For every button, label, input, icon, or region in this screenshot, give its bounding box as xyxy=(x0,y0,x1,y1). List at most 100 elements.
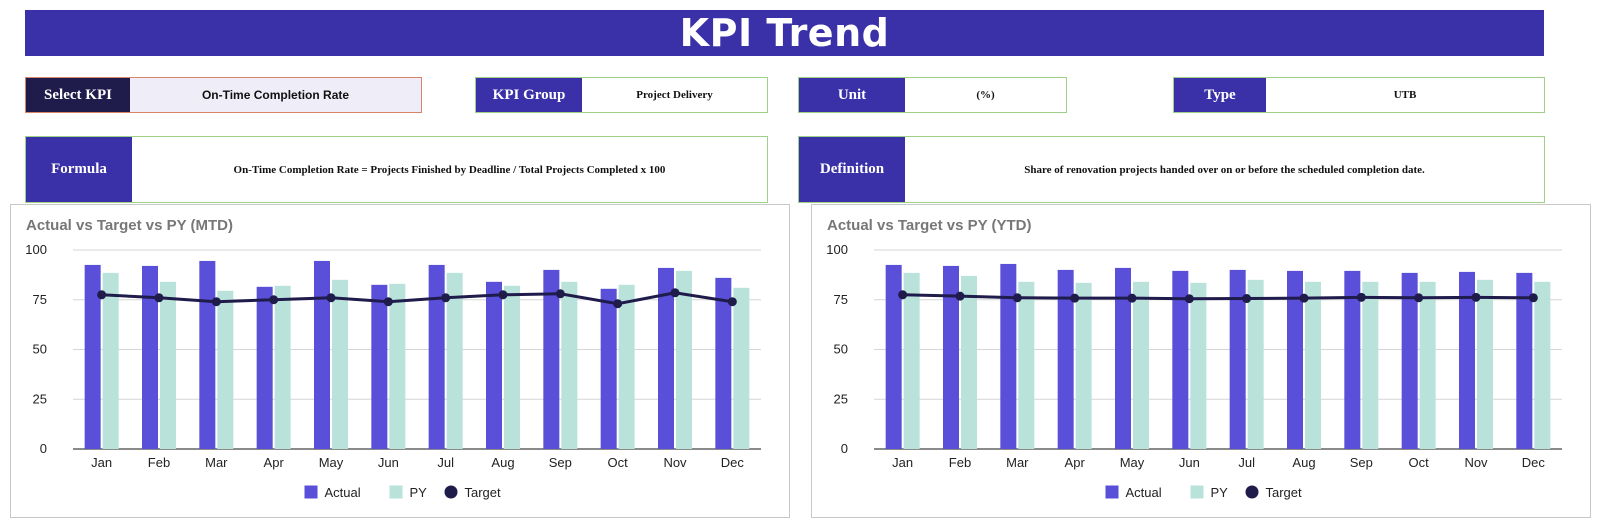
x-tick-label: Mar xyxy=(205,455,228,470)
bar-actual-may xyxy=(1115,267,1131,449)
bar-actual-aug xyxy=(1287,270,1303,449)
legend-label-py: PY xyxy=(410,485,428,500)
target-point-apr xyxy=(269,295,279,305)
x-tick-label: May xyxy=(319,455,344,470)
mtd-chart: Actual vs Target vs PY (MTD) 0 25 50 75 100 Ja… xyxy=(25,217,761,500)
target-point-may xyxy=(1127,293,1137,303)
x-tick-label: Jun xyxy=(378,455,399,470)
definition-field: Definition Share of renovation projects … xyxy=(798,136,1545,203)
legend-marker-py xyxy=(389,485,403,499)
bar-py-sep xyxy=(1362,281,1379,449)
target-point-nov xyxy=(670,288,680,298)
bar-actual-dec xyxy=(1516,272,1533,449)
kpi-group-label: KPI Group xyxy=(476,78,582,112)
bar-actual-jul xyxy=(428,264,445,449)
x-tick-label: Jul xyxy=(437,455,454,470)
target-point-oct xyxy=(613,299,623,309)
bar-py-jul xyxy=(1247,279,1264,449)
x-tick-label: Oct xyxy=(608,455,629,470)
target-point-apr xyxy=(1070,293,1080,303)
target-point-jun xyxy=(1184,294,1194,304)
bar-actual-jun xyxy=(1172,270,1189,449)
bar-actual-may xyxy=(314,260,330,449)
y-tick-label: 0 xyxy=(841,441,848,456)
target-point-jul xyxy=(441,293,451,303)
ytd-chart-panel: Actual vs Target vs PY (YTD) 0 25 50 75 100 Ja… xyxy=(811,204,1591,518)
bar-actual-feb xyxy=(943,265,959,449)
y-tick-label: 25 xyxy=(834,391,848,406)
x-tick-label: Sep xyxy=(1350,455,1373,470)
bar-py-jun xyxy=(389,283,406,449)
bar-actual-nov xyxy=(658,267,674,449)
x-tick-label: Aug xyxy=(1292,455,1315,470)
bar-actual-dec xyxy=(715,277,732,449)
x-tick-label: Dec xyxy=(721,455,745,470)
page-title: KPI Trend xyxy=(25,10,1544,56)
formula-label: Formula xyxy=(26,137,132,202)
formula-field: Formula On-Time Completion Rate = Projec… xyxy=(25,136,768,203)
bar-py-apr xyxy=(274,285,291,449)
select-kpi-value[interactable]: On-Time Completion Rate xyxy=(130,78,421,112)
x-tick-label: May xyxy=(1120,455,1145,470)
bar-py-sep xyxy=(561,281,578,449)
bar-py-oct xyxy=(1419,281,1436,449)
target-point-oct xyxy=(1414,293,1424,303)
legend-marker-py xyxy=(1190,485,1204,499)
legend-marker-target xyxy=(1245,485,1259,499)
target-point-feb xyxy=(955,291,965,301)
bar-py-mar xyxy=(217,290,234,449)
bar-py-dec xyxy=(1534,281,1551,449)
bar-py-may xyxy=(1133,281,1149,449)
target-point-may xyxy=(326,293,336,303)
target-point-jan xyxy=(97,290,107,300)
target-point-feb xyxy=(154,293,164,303)
bar-actual-sep xyxy=(543,269,560,449)
bar-actual-nov xyxy=(1459,271,1475,449)
unit-label: Unit xyxy=(799,78,905,112)
x-tick-label: Apr xyxy=(1065,455,1086,470)
ytd-chart: Actual vs Target vs PY (YTD) 0 25 50 75 100 Ja… xyxy=(826,217,1562,500)
bar-py-may xyxy=(332,279,348,449)
target-point-mar xyxy=(1012,293,1022,303)
bar-py-jul xyxy=(446,272,463,449)
legend-label-target: Target xyxy=(465,485,502,500)
legend-label-actual: Actual xyxy=(1126,485,1162,500)
target-point-sep xyxy=(1356,292,1366,302)
formula-value: On-Time Completion Rate = Projects Finis… xyxy=(132,137,767,202)
definition-label: Definition xyxy=(799,137,905,202)
bar-py-dec xyxy=(733,287,750,449)
select-kpi-field[interactable]: Select KPI On-Time Completion Rate xyxy=(25,77,422,113)
type-value: UTB xyxy=(1266,78,1544,112)
target-point-jun xyxy=(383,297,393,307)
mtd-chart-panel: Actual vs Target vs PY (MTD) 0 25 50 75 100 Ja… xyxy=(10,204,790,518)
bar-py-jan xyxy=(903,272,920,449)
target-point-dec xyxy=(1528,293,1538,303)
bar-py-feb xyxy=(160,281,176,449)
x-tick-label: Jan xyxy=(91,455,112,470)
target-point-jan xyxy=(898,290,908,300)
x-tick-label: Mar xyxy=(1006,455,1029,470)
bar-py-feb xyxy=(961,275,977,449)
kpi-group-value: Project Delivery xyxy=(582,78,767,112)
chart-title: Actual vs Target vs PY (YTD) xyxy=(827,217,1032,234)
bar-actual-oct xyxy=(600,288,617,449)
target-point-dec xyxy=(727,297,737,307)
x-tick-label: Nov xyxy=(1464,455,1488,470)
target-point-jul xyxy=(1242,294,1252,304)
x-tick-label: Aug xyxy=(491,455,514,470)
bar-actual-jul xyxy=(1229,269,1246,449)
bar-py-nov xyxy=(1477,279,1493,449)
legend-marker-actual xyxy=(304,485,318,499)
target-point-aug xyxy=(1299,293,1309,303)
chart-title: Actual vs Target vs PY (MTD) xyxy=(26,217,233,234)
target-line xyxy=(101,291,733,306)
x-tick-label: Nov xyxy=(663,455,687,470)
y-tick-label: 50 xyxy=(834,342,848,357)
y-tick-label: 100 xyxy=(25,242,47,257)
target-point-aug xyxy=(498,290,508,300)
bar-actual-jun xyxy=(371,284,388,449)
bar-actual-feb xyxy=(142,265,158,449)
y-tick-label: 50 xyxy=(33,342,47,357)
legend-label-target: Target xyxy=(1266,485,1303,500)
type-label: Type xyxy=(1174,78,1266,112)
